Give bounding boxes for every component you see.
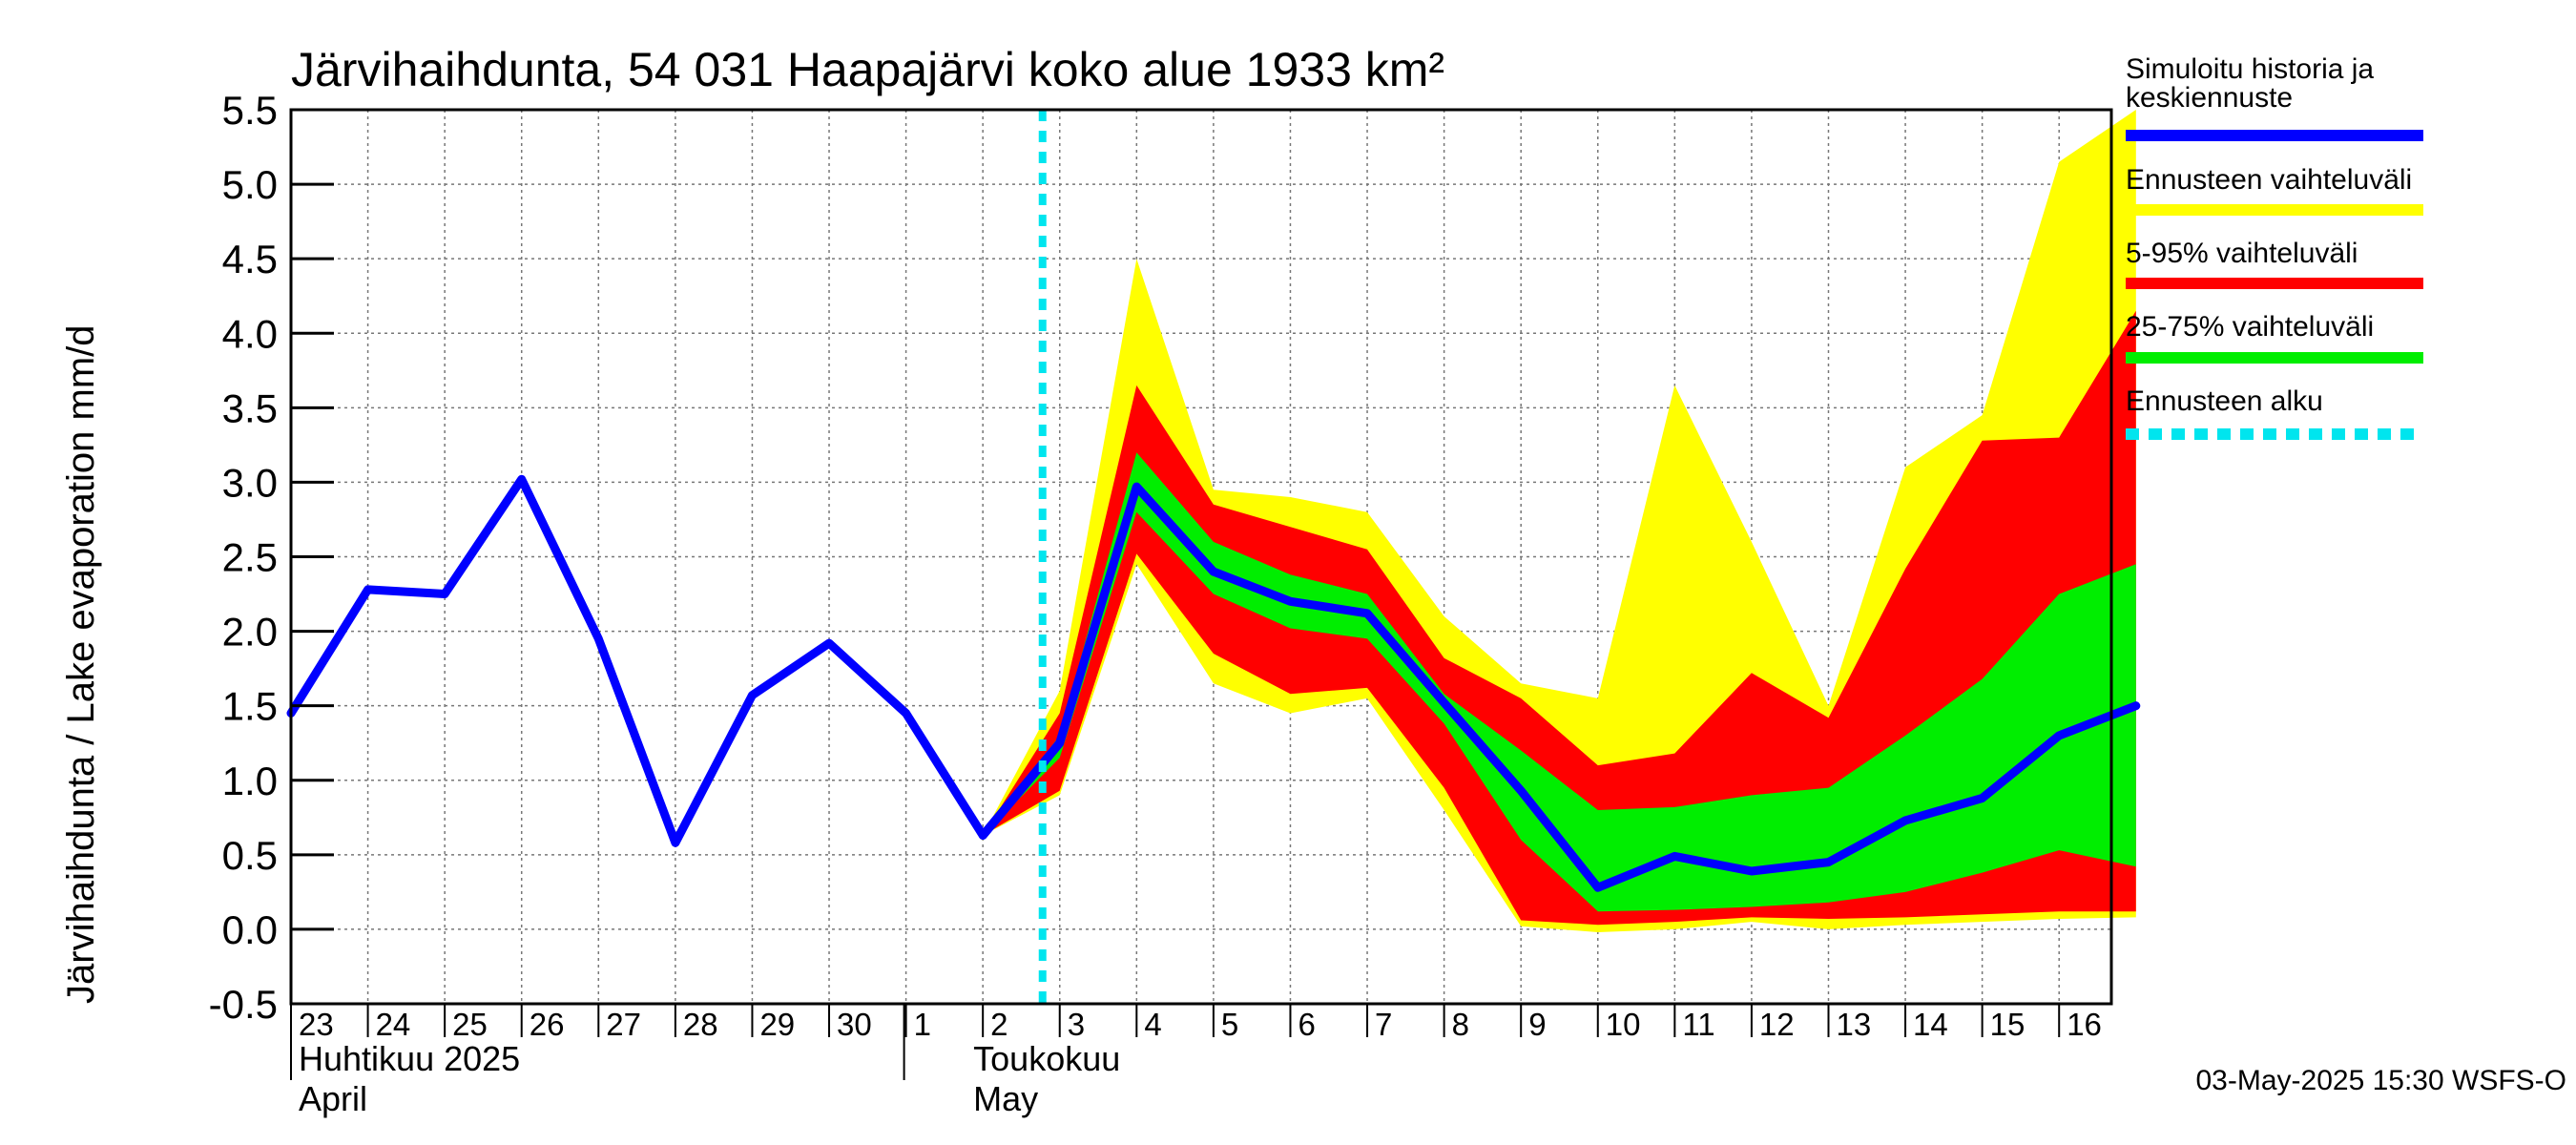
- y-tick-label: 4.0: [222, 311, 278, 356]
- month-label: Toukokuu: [973, 1039, 1120, 1078]
- x-tick-label: 14: [1913, 1007, 1948, 1042]
- x-tick-label: 7: [1375, 1007, 1392, 1042]
- x-tick-label: 3: [1068, 1007, 1085, 1042]
- legend-label: Ennusteen alku: [2126, 385, 2323, 417]
- x-tick-label: 27: [606, 1007, 641, 1042]
- y-tick-label: 5.5: [222, 88, 278, 133]
- x-tick-label: 9: [1528, 1007, 1546, 1042]
- x-tick-label: 23: [299, 1007, 334, 1042]
- x-tick-label: 16: [2067, 1007, 2102, 1042]
- x-tick-label: 15: [1990, 1007, 2025, 1042]
- month-label-en: May: [973, 1079, 1038, 1118]
- y-axis-label: Järvihaihdunta / Lake evaporation mm/d: [60, 324, 102, 1004]
- x-tick-label: 4: [1144, 1007, 1161, 1042]
- x-tick-label: 5: [1221, 1007, 1238, 1042]
- history-line: [286, 474, 1065, 847]
- chart-title: Järvihaihdunta, 54 031 Haapajärvi koko a…: [291, 43, 1444, 96]
- legend-label: Simuloitu historia ja: [2126, 53, 2374, 85]
- y-tick-label: -0.5: [209, 982, 278, 1027]
- month-label: Huhtikuu 2025: [299, 1039, 520, 1078]
- y-tick-label: 1.5: [222, 684, 278, 729]
- median-line-layer: [286, 110, 2141, 1004]
- x-tick-label: 6: [1298, 1007, 1315, 1042]
- x-tick-label: 26: [530, 1007, 565, 1042]
- legend-label: keskiennuste: [2126, 82, 2293, 114]
- x-tick-label: 8: [1452, 1007, 1469, 1042]
- timestamp-footer: 03-May-2025 15:30 WSFS-O: [2196, 1065, 2567, 1096]
- legend-label: 25-75% vaihteluväli: [2126, 311, 2374, 343]
- y-tick-label: 0.0: [222, 907, 278, 952]
- axes: 5.5 5.0 4.5 4.0 3.5 3.0 2.5 2.0 1.5 1.0 0.5 0.0 -0.5…: [209, 88, 2113, 1118]
- forecast-bands: [983, 110, 2136, 932]
- y-tick-label: 1.0: [222, 759, 278, 803]
- x-tick-label: 11: [1682, 1007, 1714, 1042]
- band-25-75-vaihteluv-li: [983, 452, 2136, 912]
- band-5-95-vaihteluv-li: [983, 310, 2136, 926]
- forecast-median-line: [978, 482, 2141, 892]
- x-tick-label: 28: [683, 1007, 718, 1042]
- legend-label: 5-95% vaihteluväli: [2126, 238, 2358, 269]
- grid-lines: [291, 109, 2111, 1005]
- x-tick-label: 1: [914, 1007, 931, 1042]
- x-tick-label: 29: [759, 1007, 795, 1042]
- x-tick-label: 13: [1836, 1007, 1871, 1042]
- legend-label: Ennusteen vaihteluväli: [2126, 164, 2412, 196]
- x-tick-label: 30: [837, 1007, 872, 1042]
- month-label-en: April: [299, 1079, 367, 1118]
- y-tick-label: 4.5: [222, 237, 278, 281]
- y-tick-label: 2.5: [222, 535, 278, 580]
- y-tick-label: 3.5: [222, 385, 278, 430]
- y-tick-label: 2.0: [222, 610, 278, 655]
- y-tick-label: 3.0: [222, 460, 278, 505]
- x-tick-label: 24: [376, 1007, 411, 1042]
- x-tick-label: 25: [452, 1007, 488, 1042]
- x-tick-label: 2: [990, 1007, 1008, 1042]
- y-tick-label: 5.0: [222, 162, 278, 207]
- x-tick-label: 10: [1606, 1007, 1641, 1042]
- x-tick-label: 12: [1759, 1007, 1795, 1042]
- plot-border: [289, 108, 2113, 1006]
- y-tick-label: 0.5: [222, 833, 278, 878]
